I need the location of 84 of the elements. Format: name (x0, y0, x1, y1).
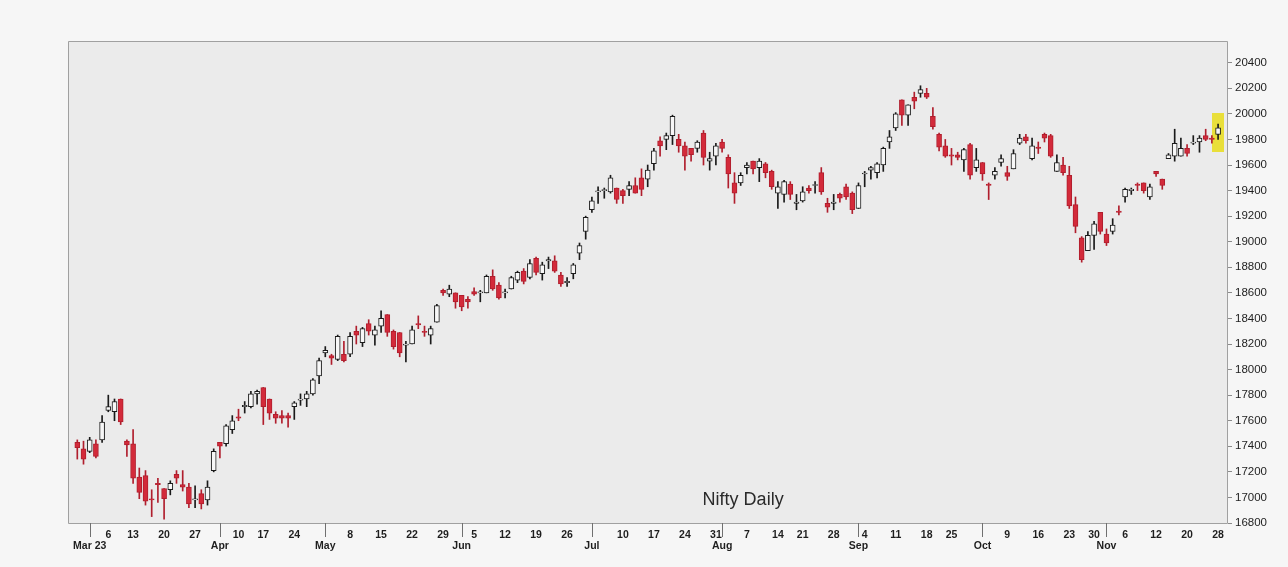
y-tick-label: 17800 (1235, 388, 1267, 401)
x-tick-label: 26 (561, 528, 574, 541)
candlestick (254, 389, 260, 405)
candlestick (415, 315, 422, 329)
x-tick-label: 4 (861, 528, 868, 541)
x-tick-label: Sep (848, 539, 869, 552)
x-tick-label: 6 (1122, 528, 1129, 541)
y-tick-label: 19000 (1235, 234, 1267, 247)
y-tick-label: 18000 (1235, 362, 1267, 375)
candlestick (595, 186, 601, 204)
x-tick-label: 12 (499, 528, 512, 541)
candlestick (1209, 135, 1215, 144)
x-tick-label: 7 (743, 528, 750, 541)
x-tick-label: 16 (1032, 528, 1045, 541)
y-tick-label: 20400 (1235, 55, 1267, 68)
y-tick-label: 17400 (1235, 439, 1267, 452)
candlestick (830, 194, 837, 211)
y-tick-label: 17000 (1235, 490, 1267, 503)
x-tick-label: 8 (347, 528, 354, 541)
candlestick (279, 410, 285, 424)
x-tick-label: 21 (796, 528, 809, 541)
candlestick (403, 341, 409, 363)
x-tick-label: Aug (711, 539, 733, 552)
y-tick-label: 19400 (1235, 183, 1267, 196)
candlestick (744, 162, 750, 175)
x-tick-label: 15 (375, 528, 388, 541)
candlestick (192, 485, 198, 508)
x-tick-label: 20 (158, 528, 171, 541)
text: Nifty Daily (702, 488, 784, 509)
y-tick-label: 18600 (1235, 286, 1267, 299)
y-tick-label: 19600 (1235, 158, 1267, 171)
candlestick (285, 412, 291, 428)
x-tick-label: 29 (437, 528, 450, 541)
y-tick-label: 19800 (1235, 132, 1267, 145)
x-tick-label: 20 (1181, 528, 1194, 541)
x-tick-label: 24 (679, 528, 691, 541)
candlestick (179, 470, 186, 492)
x-tick-label: 30 (1088, 528, 1101, 541)
x-tick-label: 14 (772, 528, 784, 541)
candlestick (502, 288, 508, 299)
x-tick-label: 10 (617, 528, 629, 541)
candlestick (465, 296, 471, 309)
y-tick-label: 16800 (1235, 516, 1267, 529)
x-tick-label: 31 (710, 528, 722, 541)
candlestick (861, 171, 868, 188)
candlestick (1035, 141, 1042, 154)
x-tick-label: 28 (1212, 528, 1225, 541)
candlestick (775, 181, 781, 209)
y-tick-label: 18400 (1235, 311, 1267, 324)
x-tick-label: 24 (288, 528, 301, 541)
y-tick-label: 17600 (1235, 413, 1267, 426)
candlestick (868, 165, 874, 180)
x-tick-label: Oct (973, 539, 992, 552)
x-tick-label: 17 (648, 528, 660, 541)
y-tick-label: 18200 (1235, 337, 1267, 350)
y-tick-label: 19200 (1235, 209, 1267, 222)
y-tick-label: 20000 (1235, 107, 1267, 120)
candlestick (1190, 135, 1197, 145)
x-tick-label: 6 (105, 528, 112, 541)
x-tick-label: Jun (452, 539, 472, 552)
x-tick-label: 19 (530, 528, 543, 541)
x-tick-label: 25 (945, 528, 958, 541)
x-tick-label: 28 (827, 528, 840, 541)
y-tick-label: 17200 (1235, 465, 1267, 478)
x-tick-label: 5 (471, 528, 478, 541)
y-tick-label: 20200 (1235, 81, 1267, 94)
x-tick-label: 12 (1150, 528, 1163, 541)
y-tick-label: 18800 (1235, 260, 1267, 273)
x-tick-label: Nov (1096, 539, 1117, 552)
x-tick-label: 23 (1063, 528, 1076, 541)
candlestick (706, 151, 713, 171)
x-tick-label: 13 (127, 528, 140, 541)
x-tick-label: 9 (1004, 528, 1011, 541)
x-tick-label: 22 (406, 528, 419, 541)
candlestick (291, 401, 298, 420)
x-tick-label: 27 (189, 528, 202, 541)
x-tick-label: Mar 23 (73, 539, 107, 552)
x-tick-label: 17 (257, 528, 270, 541)
x-tick-label: 11 (890, 528, 902, 541)
x-tick-label: Jul (584, 539, 600, 552)
x-tick-label: 18 (920, 528, 933, 541)
x-tick-label: May (315, 539, 336, 552)
x-tick-label: 10 (232, 528, 245, 541)
x-tick-label: Apr (210, 539, 229, 552)
